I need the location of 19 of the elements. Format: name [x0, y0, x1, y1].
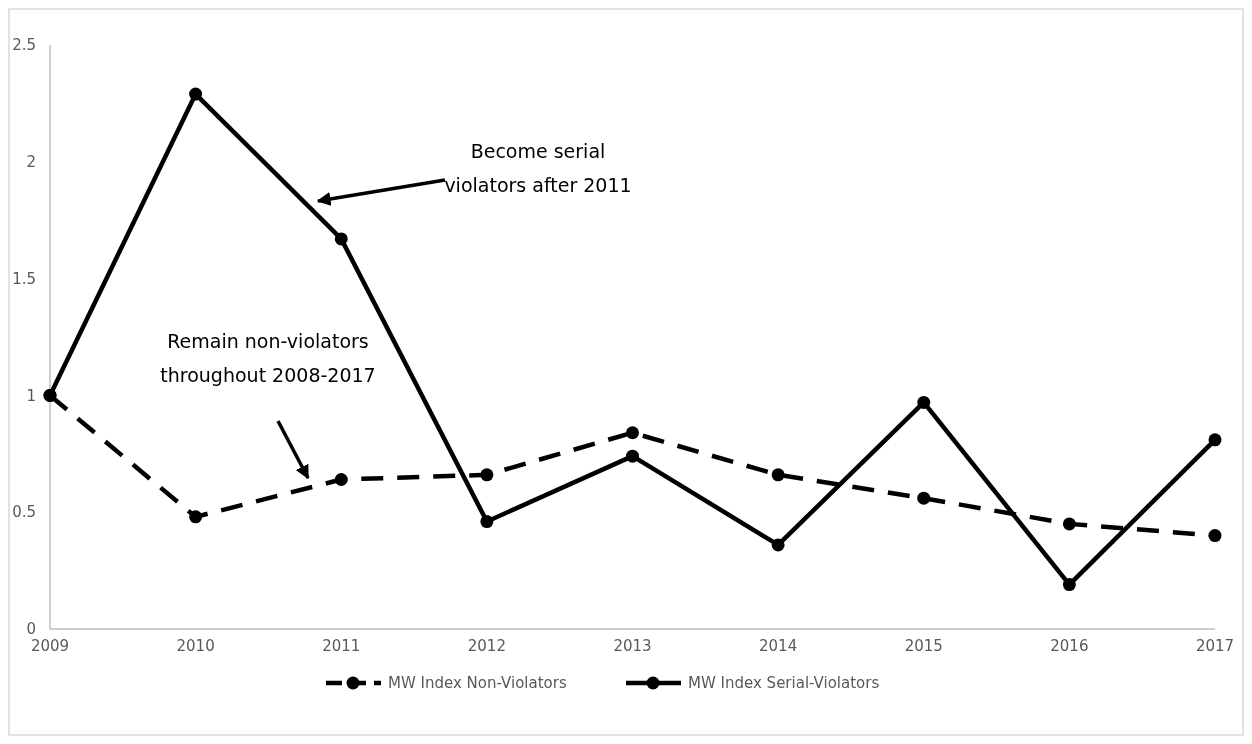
annotation: Remain non-violators throughout 2008-2017 [160, 330, 376, 386]
x-tick-label: 2016 [1050, 637, 1089, 655]
y-tick-label: 1 [26, 386, 36, 405]
x-tick-label: 2013 [613, 637, 652, 655]
x-tick-label: 2012 [467, 637, 506, 655]
x-tick-label: 2010 [176, 637, 215, 655]
y-tick-label: 0 [26, 620, 36, 639]
y-tick-label: 0.5 [12, 503, 36, 522]
x-tick-label: 2017 [1195, 637, 1235, 655]
annotation: Become serial violators after 2011 [444, 140, 632, 196]
x-tick-label: 2011 [322, 637, 361, 655]
x-tick-label: 2009 [30, 637, 70, 655]
x-tick-label: 2014 [759, 637, 798, 655]
y-tick-label: 1.5 [12, 269, 36, 288]
legend-label: MW Index Serial-Violators [688, 674, 880, 693]
legend-label: MW Index Non-Violators [388, 674, 567, 693]
y-tick-label: 2 [26, 153, 36, 172]
y-tick-label: 2.5 [12, 36, 36, 55]
x-tick-label: 2015 [904, 637, 943, 655]
